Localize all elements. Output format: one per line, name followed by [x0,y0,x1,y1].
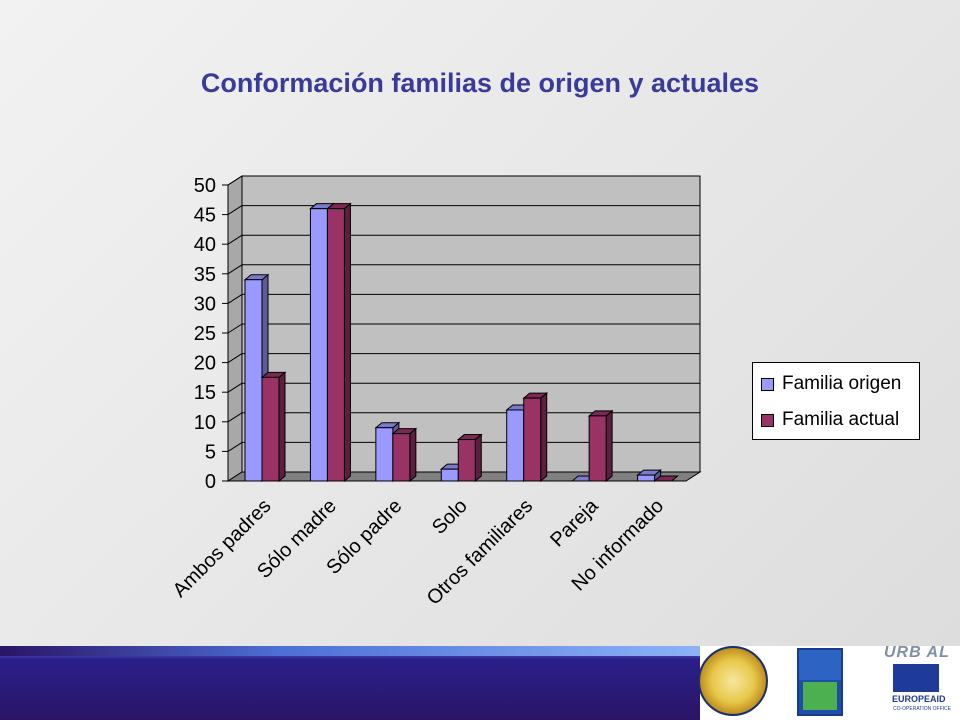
legend-item-origen: Familia origen [761,373,901,395]
gridline-side [227,441,243,452]
y-tick-label: 40 [194,234,216,256]
y-tick-label: 45 [194,205,216,227]
eu-flag-icon [893,664,939,692]
gridline-side [227,205,243,216]
x-tick-label: Ambos padres [169,495,276,602]
legend-swatch-actual [761,413,774,427]
slide-title: Conformación familias de origen y actual… [200,68,760,98]
y-tick-label: 15 [194,382,216,404]
gridline-side [227,293,243,304]
y-tick-label: 10 [194,412,216,434]
bar-actual [392,433,411,482]
bar-actual [523,397,542,482]
red-14-logo-green [803,682,837,710]
bar-side-actual [278,371,286,483]
bar-side-actual [540,392,548,483]
red-14-logo-top [799,650,841,680]
gridline-side [227,234,243,245]
y-tick-label: 25 [194,323,216,345]
y-tick-label: 30 [194,293,216,315]
y-tick-label: 20 [194,353,216,375]
bar-origen [440,468,459,482]
legend-label-actual: Familia actual [782,409,900,430]
bar-top-actual [653,475,679,482]
gridline-side [227,323,243,334]
bar-side-actual [605,409,613,483]
bar-actual [457,439,476,482]
y-tick-label: 35 [194,264,216,286]
urbal-logo-text: URB AL [884,644,950,661]
red-14-logo [797,648,843,716]
x-tick-label: Solo [428,495,472,539]
gridline-side [227,412,243,423]
gridline-side [227,175,243,186]
footer-band [0,646,700,720]
bar-origen [506,409,525,482]
bar-actual [261,376,280,482]
x-tick-label: Pareja [546,494,603,551]
bar-origen [637,474,656,482]
y-tick-label: 0 [205,471,216,493]
gridline-side [227,264,243,275]
bar-origen [375,427,394,482]
europeaid-subtext: CO-OPERATION OFFICE [893,706,951,712]
legend-swatch-origen [761,377,774,391]
gridline-side [227,353,243,364]
legend-label-origen: Familia origen [782,373,902,394]
gridline-side [227,382,243,393]
chart-legend: Familia origen Familia actual [752,362,920,440]
bar-side-actual [343,202,351,483]
bar-origen [244,279,263,482]
bar-origen [309,208,328,482]
bar-side-actual [474,433,482,483]
municipality-seal-logo [698,646,768,716]
legend-item-actual: Familia actual [761,409,899,431]
y-tick-label: 5 [205,441,216,463]
bar-side-actual [409,427,417,483]
europeaid-text: EUROPEAID [892,694,946,704]
bar-actual [326,208,345,482]
bar-actual [588,415,607,482]
y-tick-label: 50 [194,175,216,197]
